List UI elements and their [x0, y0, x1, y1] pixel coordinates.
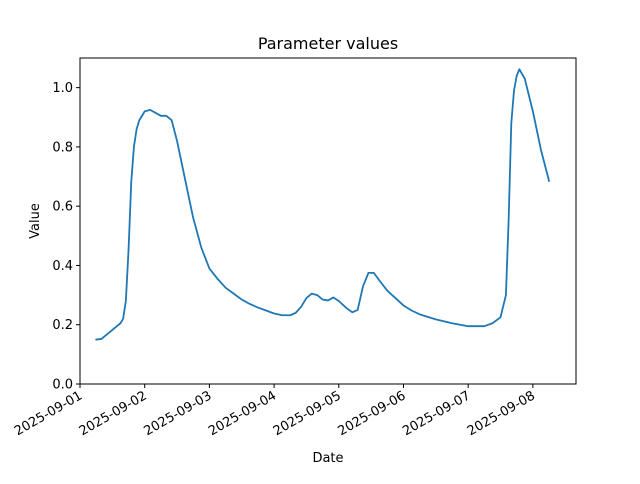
y-tick-label: 0.6: [52, 200, 73, 215]
y-tick-label: 0.2: [52, 318, 73, 333]
y-tick-label: 0.4: [52, 259, 73, 274]
x-axis-label: Date: [312, 451, 343, 466]
y-tick-label: 0.0: [52, 378, 73, 393]
y-axis-ticks: 0.0 0.2 0.4 0.6 0.8 1.0: [52, 81, 80, 393]
y-tick-label: 1.0: [52, 81, 73, 96]
plot-area-frame: [79, 57, 577, 385]
series-line: [95, 68, 550, 341]
y-axis-label: Value: [28, 203, 43, 239]
chart-title: Parameter values: [258, 34, 398, 53]
series-layer: [95, 68, 550, 341]
y-tick-label: 0.8: [52, 140, 73, 155]
